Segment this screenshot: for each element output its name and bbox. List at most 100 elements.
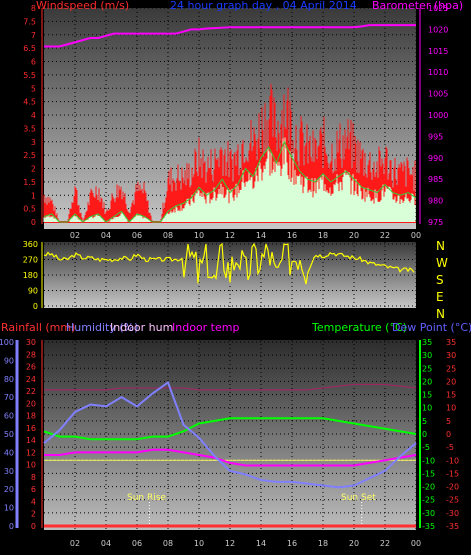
legend-rainfall: Rainfall (mm): [1, 321, 75, 334]
barometer-axis-title: Barometer (hpa): [372, 0, 463, 12]
wind-tick-label: 0.5: [23, 205, 36, 214]
wind-tick-label: 7: [31, 31, 36, 40]
humidity-tick-label: 20: [4, 485, 14, 494]
direction-tick-label: 270: [23, 256, 38, 265]
wind-tick-label: 1: [31, 191, 36, 200]
x-tick-label-temp: 12: [225, 539, 235, 548]
rain-tick-label: 12: [26, 448, 36, 457]
compass-n-bottom: N: [436, 307, 445, 321]
dew-tick-label: 5: [446, 417, 451, 426]
temp-tick-label: -30: [422, 509, 435, 518]
legend-indoor-temp: Indoor temp: [172, 321, 239, 334]
rain-tick-label: 28: [26, 350, 36, 359]
direction-line: [43, 242, 415, 285]
temp-tick-label: 25: [422, 364, 432, 373]
dew-tick-label: -30: [446, 509, 459, 518]
temp-tick-label: 20: [422, 377, 432, 386]
humidity-line: [43, 380, 417, 489]
compass-n-top: N: [436, 239, 445, 253]
humidity-tick-label: 70: [4, 393, 14, 402]
baro-tick-label: 995: [428, 132, 443, 141]
temp-tick-label: 30: [422, 351, 432, 360]
wind-tick-label: 5: [31, 84, 36, 93]
dew-tick-label: 30: [446, 351, 456, 360]
indoor-hum-line: [44, 383, 417, 391]
x-tick-label-temp: 00: [411, 539, 421, 548]
baro-tick-label: 980: [428, 197, 443, 206]
baro-tick-label: 985: [428, 175, 443, 184]
x-tick-label-wind: 12: [225, 231, 235, 240]
barometer-line: [44, 24, 416, 48]
x-tick-label-temp: 20: [349, 539, 359, 548]
x-tick-label-wind: 00: [411, 231, 421, 240]
dew-tick-label: 15: [446, 391, 456, 400]
humidity-tick-label: 60: [4, 412, 14, 421]
humidity-tick-label: 50: [4, 430, 14, 439]
temp-plot-area: [44, 340, 416, 530]
wind-tick-label: 1.5: [23, 178, 36, 187]
dew-tick-label: 10: [446, 404, 456, 413]
dew-tick-label: 20: [446, 377, 456, 386]
baro-tick-label: 990: [428, 154, 443, 163]
humidity-tick-label: 40: [4, 448, 14, 457]
wind-tick-label: 4.5: [23, 98, 36, 107]
temp-tick-label: -25: [422, 496, 435, 505]
temp-tick-label: 5: [422, 417, 427, 426]
legend-indoor-hum: Indoor hum: [110, 321, 173, 334]
wind-tick-label: 6.5: [23, 44, 36, 53]
dew-tick-label: 35: [446, 338, 456, 347]
x-tick-label-wind: 10: [194, 231, 204, 240]
wind-tick-label: 5.5: [23, 71, 36, 80]
x-tick-label-wind: 06: [132, 231, 142, 240]
dew-tick-label: -20: [446, 483, 459, 492]
compass-w: W: [436, 256, 448, 270]
x-tick-label-wind: 18: [318, 231, 328, 240]
graph-title: 24 hour graph day , 04 April 2014: [170, 0, 357, 12]
dew-tick-label: -25: [446, 496, 459, 505]
legend-temperature: Temperature (°C): [311, 321, 407, 334]
x-tick-label-temp: 02: [70, 539, 80, 548]
rain-tick-label: 6: [31, 485, 36, 494]
rain-tick-label: 14: [26, 436, 36, 445]
humidity-tick-label: 100: [0, 338, 14, 347]
compass-e: E: [436, 290, 444, 304]
humidity-tick-label: 30: [4, 467, 14, 476]
baro-tick-label: 1020: [428, 25, 448, 34]
x-tick-label-wind: 20: [349, 231, 359, 240]
temp-tick-label: 15: [422, 391, 432, 400]
x-tick-label-temp: 16: [287, 539, 297, 548]
wind-tick-label: 8: [31, 4, 36, 13]
baro-tick-label: 1005: [428, 90, 448, 99]
baro-tick-label: 1000: [428, 111, 448, 120]
wind-tick-label: 3.5: [23, 124, 36, 133]
legend-humidity: Humidity (%): [66, 321, 138, 334]
wind-tick-label: 2: [31, 165, 36, 174]
temp-tick-label: 35: [422, 338, 432, 347]
dew-tick-label: -5: [446, 443, 454, 452]
rain-tick-label: 18: [26, 412, 36, 421]
rain-tick-label: 10: [26, 461, 36, 470]
sun-set-label: Sun Set: [341, 493, 376, 503]
wind-avg-line: [43, 140, 417, 223]
temp-tick-label: 10: [422, 404, 432, 413]
baro-tick-label: 1010: [428, 68, 448, 77]
humidity-tick-label: 0: [9, 522, 14, 531]
wind-tick-label: 0: [31, 218, 36, 227]
rain-tick-label: 0: [31, 522, 36, 531]
dew-tick-label: 25: [446, 364, 456, 373]
rain-tick-label: 20: [26, 399, 36, 408]
wind-tick-label: 6: [31, 58, 36, 67]
x-tick-label-temp: 04: [101, 539, 111, 548]
rain-tick-label: 30: [26, 338, 36, 347]
dew-tick-label: -15: [446, 469, 459, 478]
x-tick-label-temp: 22: [380, 539, 390, 548]
temp-tick-label: -10: [422, 456, 435, 465]
wind-tick-label: 7.5: [23, 17, 36, 26]
x-tick-label-wind: 16: [287, 231, 297, 240]
wind-tick-label: 4: [31, 111, 36, 120]
baro-tick-label: 1025: [428, 4, 448, 13]
direction-tick-label: 90: [28, 287, 38, 296]
rain-tick-label: 16: [26, 424, 36, 433]
rain-tick-label: 24: [26, 375, 36, 384]
direction-tick-label: 0: [33, 302, 38, 311]
